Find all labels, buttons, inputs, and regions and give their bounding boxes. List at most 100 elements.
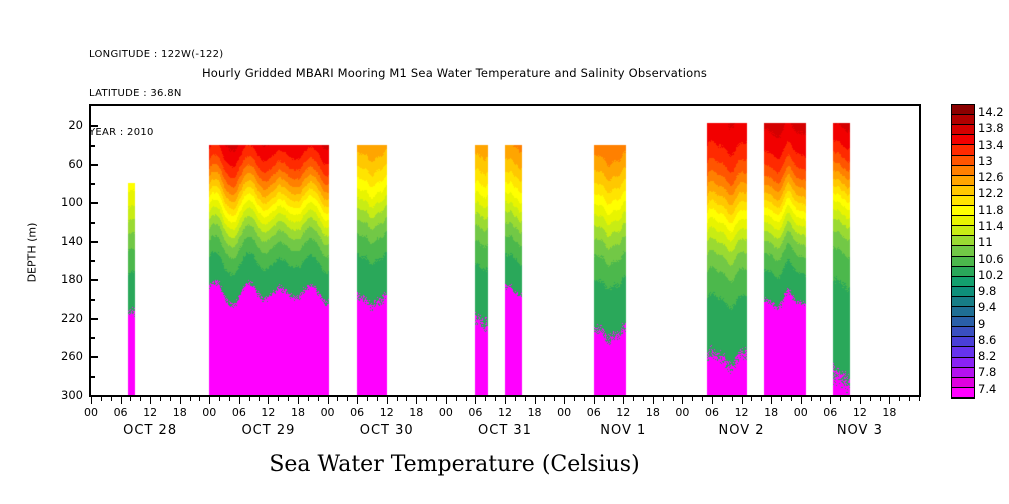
latitude-text: LATITUDE : 36.8N bbox=[89, 88, 182, 99]
colorbar-cell bbox=[952, 216, 974, 227]
x-axis-title-text: Sea Water Temperature (Celsius) bbox=[269, 452, 640, 477]
x-axis-major-tick bbox=[712, 395, 713, 404]
x-axis-tick-label: 06 bbox=[586, 406, 601, 419]
temperature-contour-field bbox=[91, 106, 919, 395]
x-axis-minor-tick bbox=[869, 395, 871, 401]
x-axis-tick-label: 18 bbox=[172, 406, 187, 419]
x-axis-major-tick bbox=[771, 395, 773, 404]
colorbar-cell bbox=[952, 367, 974, 378]
x-axis-major-tick bbox=[889, 395, 891, 404]
x-axis-major-tick bbox=[475, 395, 477, 404]
y-axis-major-tick bbox=[89, 240, 98, 243]
colorbar-cell bbox=[952, 115, 974, 126]
colorbar-cell bbox=[952, 276, 974, 287]
x-axis-tick-label: 06 bbox=[113, 406, 128, 419]
colorbar-cell bbox=[952, 135, 974, 146]
x-axis-major-tick bbox=[238, 395, 240, 404]
x-axis-major-tick bbox=[179, 395, 181, 404]
y-axis-tick-label: 180 bbox=[61, 272, 83, 287]
x-axis-tick-label: 06 bbox=[350, 406, 365, 419]
x-axis-major-tick bbox=[859, 395, 861, 404]
x-axis-minor-tick bbox=[544, 395, 546, 401]
y-axis-tick-label: 300 bbox=[61, 388, 83, 402]
x-axis-major-tick bbox=[120, 395, 122, 404]
y-axis-tick-label: 260 bbox=[61, 349, 83, 364]
x-axis-tick-label: 00 bbox=[557, 406, 572, 419]
x-axis-major-tick bbox=[652, 395, 654, 404]
x-axis-minor-tick bbox=[140, 395, 142, 401]
colorbar-cell bbox=[952, 226, 974, 237]
x-axis-major-tick bbox=[416, 395, 418, 404]
y-axis-major-tick bbox=[89, 395, 98, 397]
x-axis-tick-label: 00 bbox=[793, 406, 808, 419]
x-axis-minor-tick bbox=[899, 395, 901, 401]
longitude-text: LONGITUDE : 122W(-122) bbox=[89, 49, 224, 60]
colorbar bbox=[951, 104, 975, 399]
chart-title: Hourly Gridded MBARI Mooring M1 Sea Wate… bbox=[0, 66, 1009, 80]
y-axis-major-tick bbox=[89, 125, 98, 128]
y-axis-tick-label: 140 bbox=[61, 233, 83, 248]
x-axis-day-label: NOV 1 bbox=[600, 423, 647, 438]
x-axis-tick-label: 12 bbox=[734, 406, 749, 419]
x-axis-minor-tick bbox=[278, 395, 280, 401]
colorbar-cell bbox=[952, 236, 974, 247]
x-axis-minor-tick bbox=[702, 395, 704, 401]
colorbar-cell bbox=[952, 155, 974, 166]
x-axis-major-tick bbox=[91, 395, 92, 404]
colorbar-cell bbox=[952, 105, 974, 116]
y-axis-tick-label: 60 bbox=[68, 156, 83, 171]
x-axis-minor-tick bbox=[219, 395, 221, 401]
x-axis-minor-tick bbox=[810, 395, 812, 401]
colorbar-tick-label: 11.8 bbox=[978, 202, 1004, 217]
colorbar-tick-label: 13.4 bbox=[978, 137, 1004, 152]
x-axis-minor-tick bbox=[820, 395, 822, 401]
colorbar-cell bbox=[952, 347, 974, 358]
colorbar-tick-label: 12.6 bbox=[978, 170, 1004, 185]
plot-frame bbox=[89, 104, 921, 397]
x-axis-tick-label: 18 bbox=[764, 406, 779, 419]
x-axis-minor-tick bbox=[603, 395, 605, 401]
y-axis-minor-tick bbox=[89, 183, 95, 186]
x-axis-tick-label: 06 bbox=[705, 406, 719, 419]
x-axis-major-tick bbox=[445, 395, 447, 404]
y-axis-minor-tick bbox=[89, 221, 95, 224]
x-axis-minor-tick bbox=[436, 395, 437, 401]
colorbar-tick-label: 11 bbox=[978, 235, 993, 250]
y-axis-minor-tick bbox=[89, 298, 95, 301]
x-axis-minor-tick bbox=[100, 395, 102, 401]
x-axis-tick-label: 00 bbox=[438, 406, 453, 419]
x-axis-minor-tick bbox=[514, 395, 516, 401]
y-axis-major-tick bbox=[89, 279, 98, 282]
colorbar-cell bbox=[952, 327, 974, 338]
x-axis-major-tick bbox=[150, 395, 152, 404]
chart-title-text: Hourly Gridded MBARI Mooring M1 Sea Wate… bbox=[201, 66, 708, 80]
colorbar-tick-label: 14.2 bbox=[978, 105, 1004, 119]
x-axis-minor-tick bbox=[850, 395, 851, 401]
colorbar-cell bbox=[952, 377, 974, 388]
colorbar-cell bbox=[952, 206, 974, 217]
x-axis-minor-tick bbox=[495, 395, 497, 401]
x-axis-minor-tick bbox=[613, 395, 615, 401]
y-axis-tick-label: 100 bbox=[61, 195, 83, 210]
x-axis-minor-tick bbox=[406, 395, 408, 401]
x-axis-major-tick bbox=[268, 395, 270, 404]
colorbar-tick-label: 9.8 bbox=[978, 284, 997, 299]
x-axis-major-tick bbox=[357, 395, 359, 404]
x-axis-minor-tick bbox=[396, 395, 398, 401]
x-axis-day-label: NOV 2 bbox=[718, 423, 765, 438]
x-axis-tick-label: 18 bbox=[645, 406, 660, 419]
x-axis-minor-tick bbox=[307, 395, 309, 401]
colorbar-cell bbox=[952, 286, 974, 297]
x-axis-minor-tick bbox=[790, 395, 792, 401]
y-axis-minor-tick bbox=[89, 260, 95, 263]
x-axis-major-tick bbox=[593, 395, 595, 404]
x-axis-minor-tick bbox=[367, 395, 368, 401]
x-axis-tick-label: 18 bbox=[291, 406, 305, 419]
colorbar-tick-label: 10.2 bbox=[978, 267, 1004, 282]
colorbar-tick-label: 8.2 bbox=[978, 349, 997, 364]
x-axis-major-tick bbox=[327, 395, 329, 404]
x-axis-major-tick bbox=[741, 395, 743, 404]
x-axis-minor-tick bbox=[337, 395, 339, 401]
x-axis-tick-label: 12 bbox=[616, 406, 631, 419]
x-axis-minor-tick bbox=[692, 395, 694, 401]
